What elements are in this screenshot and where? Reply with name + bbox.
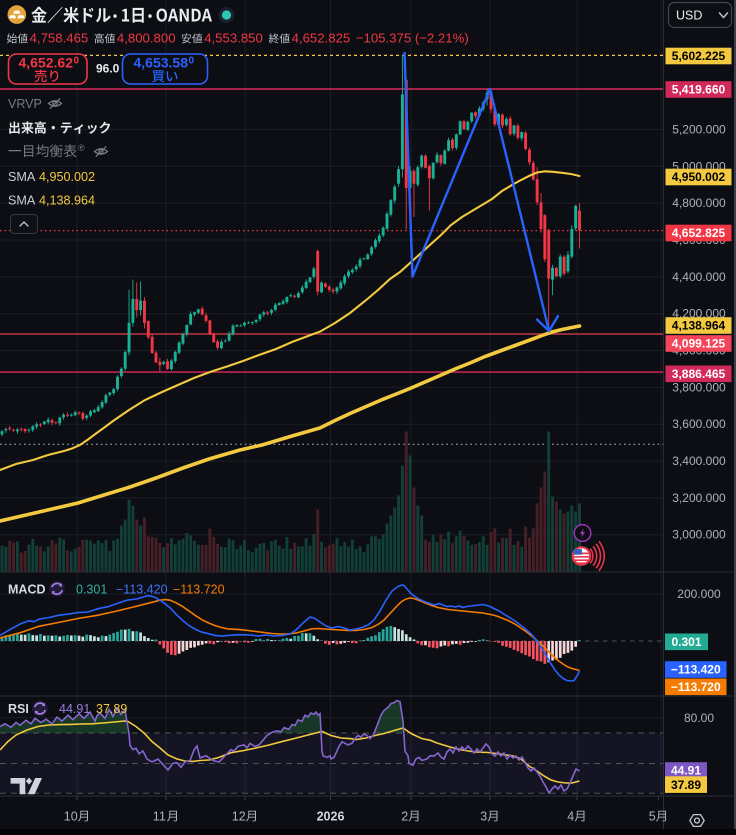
svg-text:200.000: 200.000 bbox=[677, 587, 721, 601]
svg-text:®: ® bbox=[78, 143, 85, 153]
svg-text:3,800.000: 3,800.000 bbox=[672, 380, 726, 394]
svg-text:12: 12 bbox=[232, 810, 246, 824]
svg-text:−113.720: −113.720 bbox=[173, 583, 225, 597]
svg-text:44.91: 44.91 bbox=[671, 764, 701, 778]
svg-text:5,200.000: 5,200.000 bbox=[672, 123, 726, 137]
svg-text:3,600.000: 3,600.000 bbox=[672, 417, 726, 431]
svg-text:0.301: 0.301 bbox=[76, 583, 107, 597]
svg-text:4,553.850: 4,553.850 bbox=[204, 31, 263, 46]
svg-text:RSI: RSI bbox=[8, 702, 29, 716]
svg-text:SMA: SMA bbox=[8, 194, 36, 208]
svg-text:−105.375 (−2.21%): −105.375 (−2.21%) bbox=[356, 31, 469, 46]
svg-text:4,652.825: 4,652.825 bbox=[672, 226, 726, 240]
svg-text:4,099.125: 4,099.125 bbox=[672, 337, 726, 351]
svg-text:MACD: MACD bbox=[8, 583, 46, 597]
svg-text:SMA: SMA bbox=[8, 170, 36, 184]
svg-text:4: 4 bbox=[567, 810, 574, 824]
svg-text:4,652.62: 4,652.62 bbox=[19, 55, 74, 71]
svg-text:4,758.465: 4,758.465 bbox=[30, 31, 89, 46]
svg-text:0: 0 bbox=[189, 56, 195, 67]
svg-text:0.301: 0.301 bbox=[671, 635, 701, 649]
svg-text:4,950.002: 4,950.002 bbox=[39, 170, 95, 184]
svg-text:5: 5 bbox=[649, 810, 656, 824]
svg-text:3,200.000: 3,200.000 bbox=[672, 491, 726, 505]
svg-text:5,602.225: 5,602.225 bbox=[672, 49, 726, 63]
svg-text:4,950.002: 4,950.002 bbox=[672, 170, 726, 184]
svg-text:0: 0 bbox=[74, 56, 80, 67]
svg-text:4,652.825: 4,652.825 bbox=[292, 31, 351, 46]
svg-text:37.89: 37.89 bbox=[96, 702, 127, 716]
svg-text:11: 11 bbox=[153, 810, 166, 824]
svg-text:3,886.465: 3,886.465 bbox=[672, 367, 726, 381]
svg-text:−113.420: −113.420 bbox=[116, 583, 168, 597]
svg-text:−113.720: −113.720 bbox=[671, 680, 721, 694]
svg-text:80.00: 80.00 bbox=[684, 711, 714, 725]
svg-text:4,400.000: 4,400.000 bbox=[672, 270, 726, 284]
svg-text:4,653.58: 4,653.58 bbox=[134, 55, 189, 71]
svg-text:2: 2 bbox=[401, 810, 408, 824]
svg-text:4,800.800: 4,800.800 bbox=[117, 31, 176, 46]
svg-text:10: 10 bbox=[64, 810, 78, 824]
svg-text:44.91: 44.91 bbox=[59, 702, 90, 716]
svg-text:37.89: 37.89 bbox=[671, 778, 701, 792]
svg-text:3,000.000: 3,000.000 bbox=[672, 528, 726, 542]
svg-text:−113.420: −113.420 bbox=[671, 663, 721, 677]
svg-text:4,138.964: 4,138.964 bbox=[39, 194, 95, 208]
svg-text:4,138.964: 4,138.964 bbox=[672, 319, 726, 333]
svg-text:3: 3 bbox=[480, 810, 487, 824]
svg-text:96.0: 96.0 bbox=[96, 62, 120, 76]
svg-text:USD: USD bbox=[676, 9, 702, 23]
svg-text:3,400.000: 3,400.000 bbox=[672, 454, 726, 468]
svg-text:VRVP: VRVP bbox=[8, 97, 42, 111]
svg-text:4,800.000: 4,800.000 bbox=[672, 196, 726, 210]
svg-text:2026: 2026 bbox=[317, 810, 345, 824]
svg-text:5,419.660: 5,419.660 bbox=[672, 83, 726, 97]
